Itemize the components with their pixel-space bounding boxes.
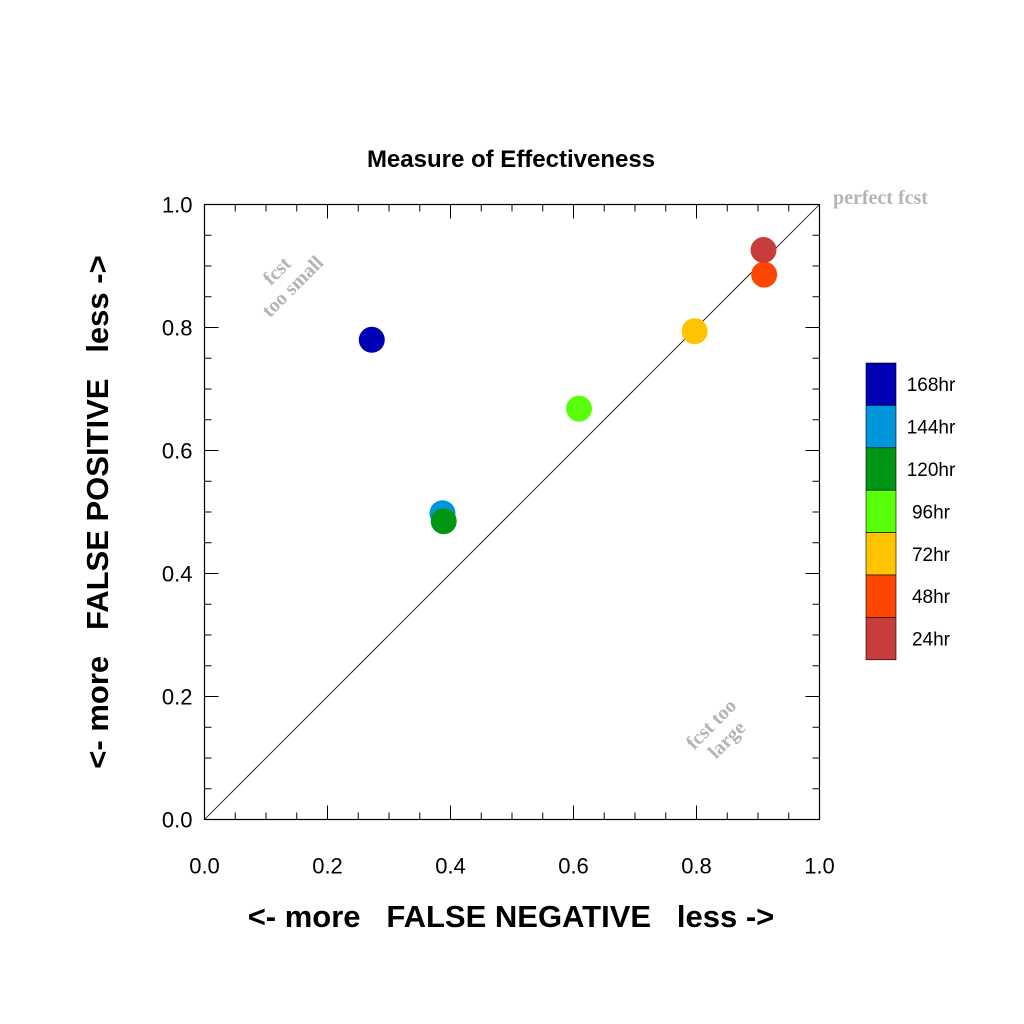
y-tick-label: 0.2	[162, 685, 193, 710]
perfect-forecast-annotation: perfect fcst	[833, 187, 928, 209]
too-small-line-2: too small	[258, 251, 328, 321]
legend-label-72hr: 72hr	[912, 545, 951, 566]
point-24hr	[750, 237, 777, 264]
y-tick-label: 0.6	[162, 439, 193, 464]
x-tick-label: 0.8	[681, 854, 712, 879]
legend-swatch-120hr	[865, 447, 897, 491]
chart-title: Measure of Effectiveness	[367, 146, 655, 173]
x-tick-label: 0.4	[435, 854, 466, 879]
y-tick-label: 0.4	[162, 562, 193, 587]
legend-swatch-24hr	[865, 617, 897, 661]
point-72hr	[681, 318, 708, 345]
point-48hr	[751, 261, 778, 288]
perfect-forecast-line	[204, 204, 820, 820]
y-axis-label: <- more FALSE POSITIVE less ->	[80, 255, 115, 768]
y-tick-label: 1.0	[162, 193, 193, 218]
legend-swatch-168hr	[865, 362, 897, 406]
point-120hr	[430, 508, 457, 535]
point-168hr	[358, 326, 385, 353]
legend-label-96hr: 96hr	[912, 502, 951, 523]
axis-ticks	[204, 204, 820, 820]
too-large-annotation: fcst too large	[682, 695, 750, 763]
legend-label-24hr: 24hr	[912, 630, 951, 651]
legend-swatch-96hr	[865, 489, 897, 533]
x-tick-label: 0.2	[312, 854, 343, 879]
legend-label-48hr: 48hr	[912, 587, 951, 608]
legend: 168hr 144hr 120hr 96hr 72hr 48hr 24hr	[865, 362, 956, 661]
legend-swatch-144hr	[865, 405, 897, 449]
y-tick-label: 0.0	[162, 808, 193, 833]
tick-labels: 0.0 0.2 0.4 0.6 0.8 1.0 0.0 0.2 0.4 0.6 0.8 1.0	[162, 193, 835, 879]
legend-swatch-72hr	[865, 532, 897, 576]
legend-swatch-48hr	[865, 574, 897, 618]
y-tick-label: 0.8	[162, 316, 193, 341]
legend-label-168hr: 168hr	[907, 375, 956, 396]
data-points	[358, 237, 778, 535]
x-tick-label: 0.6	[558, 854, 589, 879]
x-axis-label: <- more FALSE NEGATIVE less ->	[248, 899, 775, 934]
legend-label-120hr: 120hr	[907, 460, 956, 481]
x-tick-label: 0.0	[189, 854, 220, 879]
point-96hr	[566, 395, 593, 422]
too-small-annotation: fcst too small	[258, 251, 328, 321]
x-tick-label: 1.0	[804, 854, 835, 879]
legend-label-144hr: 144hr	[907, 418, 956, 439]
